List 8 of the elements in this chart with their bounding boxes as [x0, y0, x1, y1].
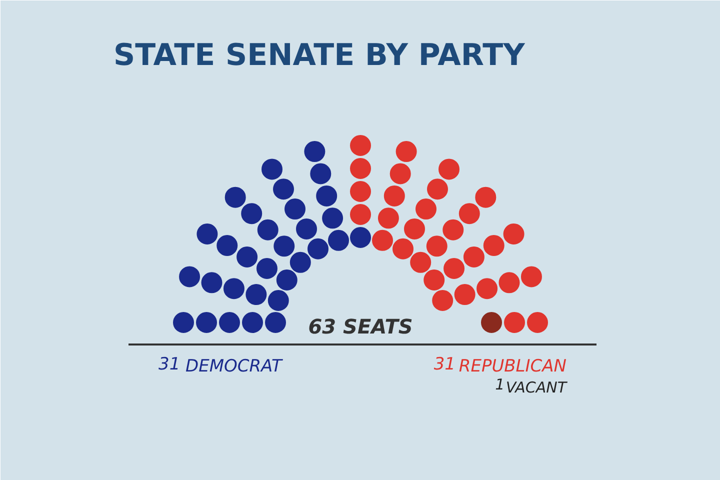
data-label: 1	[495, 376, 505, 394]
data-label: 31	[158, 354, 180, 374]
category-label: DEMOCRAT	[186, 356, 284, 376]
data-label: 31	[434, 354, 456, 374]
text: 63 SEATS	[308, 314, 413, 338]
category-label: REPUBLICAN	[458, 356, 567, 376]
category-label: VACANT	[506, 378, 568, 396]
text: STATE SENATE BY PARTY	[114, 38, 526, 73]
